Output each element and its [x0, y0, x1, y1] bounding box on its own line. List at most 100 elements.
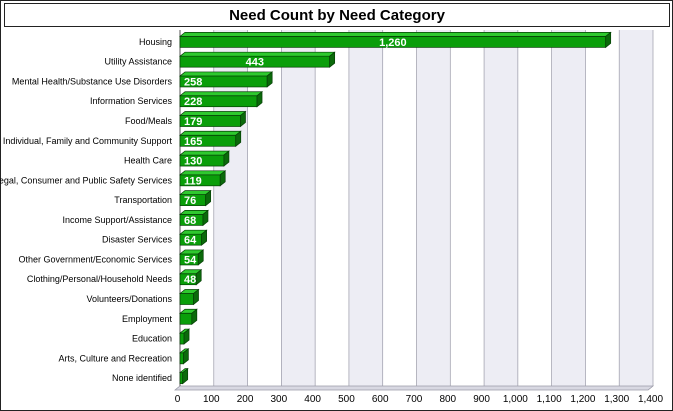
bar-side: [201, 229, 207, 246]
bar: [179, 288, 200, 306]
x-tick-label: 1,000: [503, 394, 528, 405]
x-tick-label: 700: [406, 394, 423, 405]
category-label: Arts, Culture and Recreation: [58, 353, 172, 363]
data-label: 130: [184, 156, 202, 168]
x-tick-label: 600: [372, 394, 389, 405]
x-tick-label: 500: [338, 394, 355, 405]
data-label: 258: [184, 76, 202, 88]
bar-side: [329, 51, 336, 68]
bar: [179, 51, 336, 68]
bar-side: [193, 288, 199, 306]
category-label: Individual, Family and Community Support: [3, 136, 173, 146]
bar: [179, 209, 209, 227]
data-label: 1,260: [379, 37, 407, 49]
data-label: 76: [184, 195, 196, 207]
bar-top: [179, 91, 264, 97]
bar-side: [266, 71, 273, 88]
bar: [179, 328, 191, 345]
bar-top: [179, 170, 227, 176]
bar-front: [179, 293, 194, 305]
bar: [179, 268, 203, 286]
bar: [179, 130, 242, 148]
bar-side: [223, 150, 230, 167]
bar-front: [179, 332, 185, 345]
data-label: 119: [184, 175, 202, 187]
bar-top: [179, 150, 230, 156]
bar-side: [197, 249, 204, 266]
grid-band: [484, 30, 518, 386]
data-label: 54: [184, 254, 197, 266]
category-label: Housing: [139, 37, 172, 47]
category-label: Transportation: [114, 195, 172, 205]
bar: [179, 249, 205, 266]
category-label: Employment: [122, 314, 173, 324]
bar-side: [205, 189, 212, 207]
bar: [179, 150, 230, 167]
bar-top: [179, 32, 612, 37]
bar-front: [179, 352, 184, 365]
bar-top: [179, 130, 242, 136]
bar: [179, 31, 612, 49]
category-label: Health Care: [124, 156, 172, 166]
data-label: 228: [184, 96, 202, 108]
category-label: Education: [132, 334, 172, 344]
bar: [179, 110, 247, 128]
bar: [179, 170, 227, 187]
bar-front: [179, 372, 184, 384]
bar: [179, 348, 190, 365]
x-tick-label: 1,400: [638, 394, 663, 405]
data-label: 165: [184, 136, 202, 148]
bar-side: [183, 348, 189, 365]
plot-floor: [174, 385, 654, 391]
category-label: Legal, Consumer and Public Safety Servic…: [0, 175, 172, 185]
grid-band: [551, 30, 586, 386]
x-tick-label: 200: [237, 394, 254, 405]
bar-front: [179, 312, 193, 325]
grid-band: [281, 30, 316, 386]
grid-band: [213, 30, 248, 386]
category-label: Income Support/Assistance: [62, 215, 172, 225]
category-label: Food/Meals: [125, 116, 173, 126]
bar: [179, 90, 264, 108]
data-label: 64: [184, 235, 197, 247]
bar: [179, 189, 212, 207]
bar: [179, 71, 274, 88]
x-tick-label: 0: [175, 394, 181, 405]
bar-side: [183, 328, 190, 345]
category-label: Disaster Services: [102, 235, 173, 245]
bar-side: [256, 90, 263, 108]
bar: [179, 367, 189, 385]
bars: [179, 31, 612, 385]
x-tick-label: 1,300: [604, 394, 629, 405]
bar-top: [179, 71, 274, 77]
x-tick-label: 100: [203, 394, 220, 405]
bar: [179, 229, 208, 246]
category-label: Utility Assistance: [104, 57, 172, 67]
grid-band: [416, 30, 451, 386]
bar-side: [219, 170, 226, 187]
labels: 0 100 200 300 400 500 600 700 800 900 1,000 1,100 1,…: [0, 37, 663, 405]
bar-side: [195, 268, 202, 286]
category-label: None identified: [112, 373, 172, 383]
grid-band: [348, 30, 383, 386]
x-tick-label: 1,100: [537, 394, 562, 405]
grid: [174, 30, 654, 391]
category-label: Information Services: [90, 96, 173, 106]
bar-side: [202, 209, 209, 227]
x-tick-label: 1,200: [570, 394, 595, 405]
x-tick-label: 300: [271, 394, 288, 405]
bar-side: [191, 308, 198, 326]
category-label: Volunteers/Donations: [86, 294, 172, 304]
bar-top: [179, 111, 247, 116]
data-label: 443: [246, 57, 264, 69]
bar-side: [235, 130, 242, 148]
data-label: 68: [184, 215, 196, 227]
category-label: Other Government/Economic Services: [18, 254, 172, 264]
bar-side: [240, 110, 246, 128]
data-label: 48: [184, 274, 196, 286]
category-label: Clothing/Personal/Household Needs: [27, 274, 173, 284]
x-tick-label: 900: [473, 394, 490, 405]
x-tick-label: 800: [439, 394, 456, 405]
bar-top: [179, 51, 336, 57]
